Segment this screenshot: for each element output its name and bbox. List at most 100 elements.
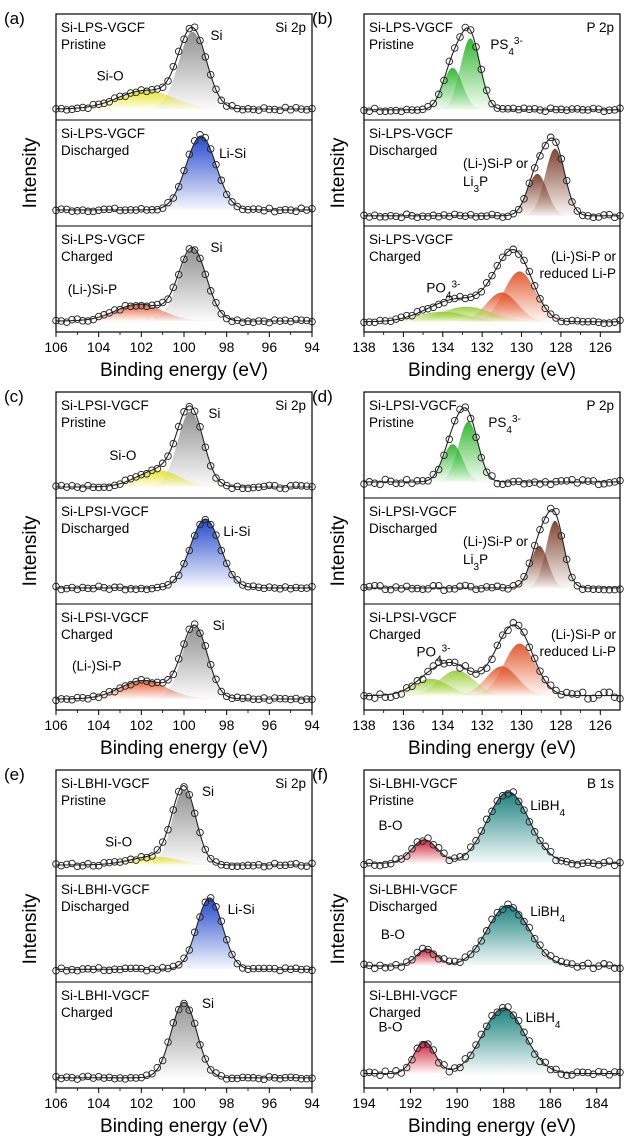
data-point (244, 1073, 252, 1082)
data-point (174, 1005, 183, 1014)
data-point (408, 212, 416, 220)
data-point (185, 150, 194, 159)
component-peak (424, 791, 593, 864)
sample-state-label: Discharged (369, 143, 437, 158)
data-point (381, 585, 390, 594)
data-point (498, 792, 507, 800)
fit-envelope (364, 407, 620, 483)
data-point (472, 433, 480, 442)
data-point (265, 696, 274, 704)
data-point (445, 212, 454, 221)
data-point (600, 858, 608, 867)
x-tick-label: 192 (399, 1095, 423, 1111)
data-point (164, 1038, 172, 1046)
x-tick-label: 94 (304, 339, 320, 355)
data-point (84, 860, 92, 868)
data-point (520, 917, 528, 926)
x-tick-label: 186 (539, 1095, 563, 1111)
core-level-label: Si 2p (275, 398, 306, 413)
data-point (594, 105, 603, 113)
data-point (238, 105, 247, 114)
data-point (78, 1073, 87, 1081)
data-point (504, 900, 512, 908)
data-point (233, 576, 242, 584)
data-point (429, 211, 438, 220)
data-point (148, 584, 156, 593)
spectrum-discharged: Si-LBHI-VGCF Discharged LiBH4 B-O (360, 882, 624, 973)
data-point (260, 482, 268, 491)
data-point (450, 1064, 459, 1072)
data-point (217, 310, 226, 318)
data-point (472, 670, 480, 678)
data-point (552, 477, 560, 486)
data-point (116, 92, 124, 101)
data-point (201, 1055, 210, 1063)
data-point (169, 194, 178, 202)
data-point (578, 106, 587, 114)
spectrum-charged: Si-LPSI-VGCF Charged Si (Li-)Si-P (52, 610, 316, 705)
sample-name-label: Si-LPSI-VGCF (369, 610, 457, 625)
data-point (514, 1016, 523, 1025)
data-point (568, 105, 576, 113)
data-point (185, 790, 194, 799)
y-axis-title: Intensity (328, 137, 349, 208)
data-point (605, 319, 614, 327)
data-point (110, 858, 119, 866)
data-point (89, 862, 98, 870)
data-point (302, 584, 311, 592)
spectrum-pristine: Si-LBHI-VGCF Pristine Si 2p Si Si-O (52, 776, 316, 871)
data-point (477, 287, 486, 296)
peak-label--li-si-p: (Li-)Si-P (72, 658, 122, 673)
data-point (552, 686, 560, 695)
data-point (222, 861, 231, 870)
data-point (520, 480, 528, 488)
data-point (228, 862, 236, 870)
data-point (386, 107, 395, 115)
data-point (89, 100, 98, 109)
data-point (456, 211, 464, 220)
data-point (190, 137, 199, 145)
data-point (573, 690, 582, 698)
data-point (408, 311, 416, 320)
data-point (100, 311, 108, 319)
data-point (148, 1069, 156, 1078)
x-tick-label: 128 (549, 339, 573, 355)
data-point (148, 852, 156, 860)
data-point (233, 316, 242, 324)
data-point (132, 1074, 140, 1082)
component-peak (413, 67, 492, 110)
data-point (206, 287, 215, 295)
data-point (493, 104, 502, 112)
x-tick-label: 94 (304, 717, 320, 733)
data-point (498, 253, 507, 261)
data-point (212, 160, 220, 169)
x-tick-label: 106 (44, 339, 68, 355)
data-point (217, 546, 226, 555)
data-point (488, 807, 496, 816)
data-point (164, 581, 172, 589)
data-point (164, 198, 172, 207)
data-point (562, 106, 571, 114)
data-point (201, 845, 210, 854)
data-point (110, 687, 119, 696)
data-point (158, 963, 167, 972)
data-point (153, 205, 162, 214)
spectrum-discharged: Si-LPS-VGCF Discharged (Li-)Si-P or Li3P (360, 126, 624, 222)
data-point (536, 152, 544, 160)
data-point (244, 582, 252, 591)
x-tick-label: 134 (431, 717, 455, 733)
data-point (402, 1063, 411, 1072)
data-point (509, 1011, 518, 1019)
component-peak (373, 839, 476, 864)
data-point (365, 1068, 374, 1076)
data-point (286, 1073, 295, 1081)
data-point (477, 1030, 486, 1039)
data-point (281, 694, 290, 703)
data-point (376, 480, 384, 489)
fit-envelope (55, 26, 312, 110)
component-peak (385, 670, 528, 696)
data-point (254, 483, 263, 491)
data-point (434, 465, 443, 474)
